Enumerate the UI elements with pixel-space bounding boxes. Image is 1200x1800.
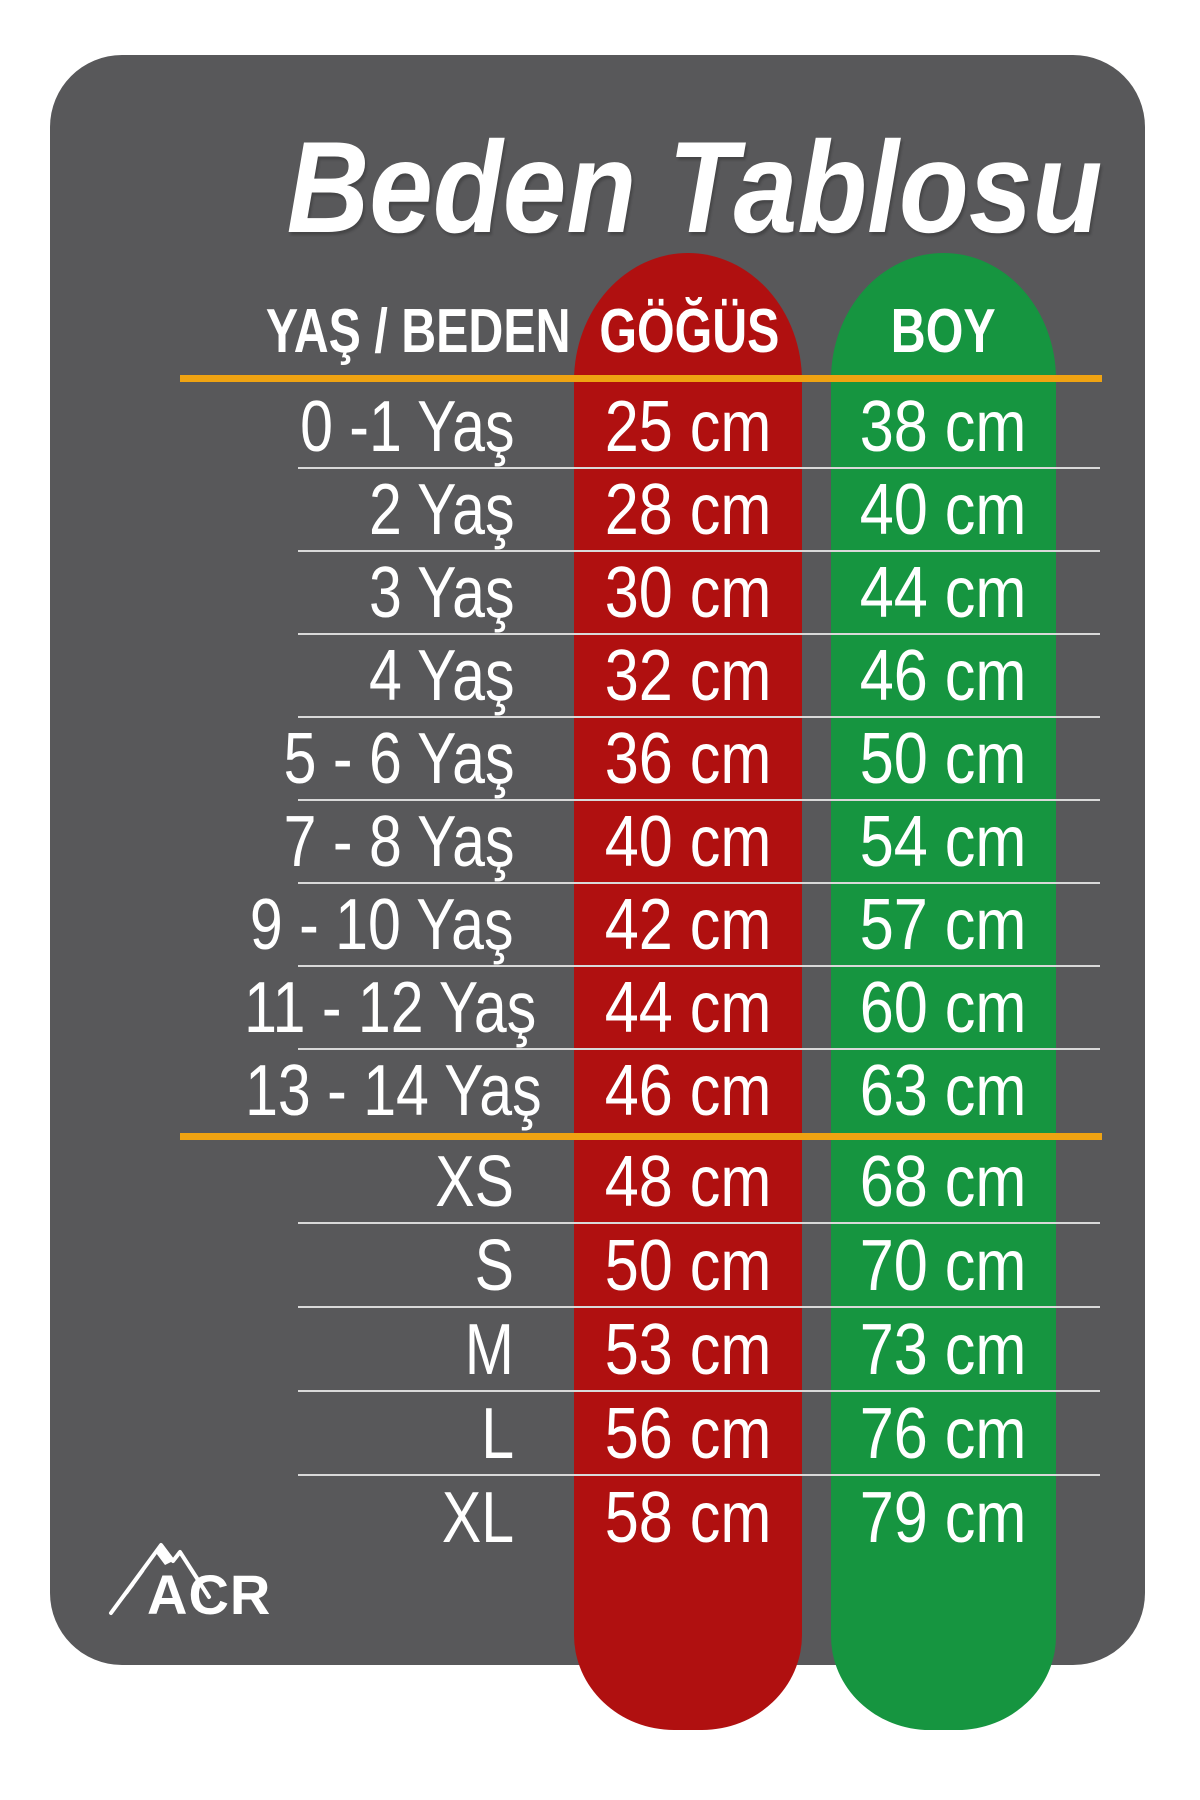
table-row: XL 58 cm 79 cm	[0, 1476, 1200, 1560]
header-height: BOY	[891, 297, 996, 366]
row-separator	[298, 1474, 1100, 1476]
table-row: 2 Yaş 28 cm 40 cm	[0, 469, 1200, 552]
page-title-text: Beden Tablosu	[286, 114, 1102, 260]
height-value: 70 cm	[860, 1226, 1027, 1306]
chest-value: 53 cm	[604, 1310, 772, 1390]
table-row: 7 - 8 Yaş 40 cm 54 cm	[0, 801, 1200, 884]
table-row: M 53 cm 73 cm	[0, 1308, 1200, 1392]
chest-column-pill	[574, 253, 802, 1730]
chest-value: 44 cm	[604, 968, 772, 1048]
age-size-label: 2 Yaş	[368, 470, 514, 550]
table-row: 5 - 6 Yaş 36 cm 50 cm	[0, 718, 1200, 801]
mountain-icon	[109, 1543, 211, 1615]
chest-value: 46 cm	[604, 1051, 772, 1131]
row-separator	[298, 965, 1100, 967]
age-size-label: XL	[441, 1478, 514, 1558]
height-value: 76 cm	[860, 1394, 1027, 1474]
age-size-label: 3 Yaş	[368, 553, 514, 633]
chest-value: 25 cm	[604, 387, 772, 467]
table-header-row: YAŞ / BEDEN GÖĞÜS BOY	[0, 289, 1200, 375]
height-value: 63 cm	[860, 1051, 1027, 1131]
table-row: 4 Yaş 32 cm 46 cm	[0, 635, 1200, 718]
height-value: 44 cm	[860, 553, 1027, 633]
table-row: 13 - 14 Yaş 46 cm 63 cm	[0, 1050, 1200, 1133]
height-column-pill	[831, 253, 1056, 1730]
table-row: XS 48 cm 68 cm	[0, 1140, 1200, 1224]
acr-logo: ACR	[109, 1543, 271, 1620]
row-separator	[298, 633, 1100, 635]
row-separator	[298, 1048, 1100, 1050]
height-value: 60 cm	[860, 968, 1027, 1048]
height-value: 79 cm	[860, 1478, 1027, 1558]
row-separator	[298, 1390, 1100, 1392]
chest-value: 30 cm	[604, 553, 772, 633]
table-row: L 56 cm 76 cm	[0, 1392, 1200, 1476]
age-size-label: S	[474, 1226, 514, 1306]
chest-value: 36 cm	[604, 719, 772, 799]
table-row: 9 - 10 Yaş 42 cm 57 cm	[0, 884, 1200, 967]
height-value: 46 cm	[860, 636, 1027, 716]
table-row: 0 -1 Yaş 25 cm 38 cm	[0, 386, 1200, 469]
height-value: 50 cm	[860, 719, 1027, 799]
row-separator	[298, 1222, 1100, 1224]
page-title: Beden Tablosu	[194, 122, 1194, 252]
acr-logo-text: ACR	[147, 1563, 271, 1620]
table-row: 3 Yaş 30 cm 44 cm	[0, 552, 1200, 635]
age-size-label: 0 -1 Yaş	[299, 387, 514, 467]
height-value: 57 cm	[860, 885, 1027, 965]
chest-value: 32 cm	[604, 636, 772, 716]
table-row: S 50 cm 70 cm	[0, 1224, 1200, 1308]
height-value: 40 cm	[860, 470, 1027, 550]
height-value: 54 cm	[860, 802, 1027, 882]
age-size-label: 5 - 6 Yaş	[283, 719, 514, 799]
header-chest: GÖĞÜS	[599, 297, 780, 366]
height-value: 73 cm	[860, 1310, 1027, 1390]
row-separator	[298, 550, 1100, 552]
age-size-label: 7 - 8 Yaş	[283, 802, 514, 882]
row-separator	[298, 716, 1100, 718]
chest-value: 58 cm	[604, 1478, 772, 1558]
table-row: 11 - 12 Yaş 44 cm 60 cm	[0, 967, 1200, 1050]
chest-value: 42 cm	[604, 885, 772, 965]
chest-value: 48 cm	[604, 1142, 772, 1222]
age-size-label: 4 Yaş	[368, 636, 514, 716]
age-size-label: XS	[435, 1142, 514, 1222]
chest-value: 28 cm	[604, 470, 772, 550]
row-separator	[298, 1306, 1100, 1308]
height-value: 38 cm	[860, 387, 1027, 467]
height-value: 68 cm	[860, 1142, 1027, 1222]
orange-divider	[180, 1133, 1102, 1140]
chest-value: 50 cm	[604, 1226, 772, 1306]
orange-divider	[180, 375, 1102, 382]
age-size-label: 9 - 10 Yaş	[250, 885, 514, 965]
age-size-label: 11 - 12 Yaş	[244, 968, 537, 1048]
row-separator	[298, 882, 1100, 884]
chest-value: 40 cm	[604, 802, 772, 882]
age-size-label: M	[464, 1310, 514, 1390]
age-size-label: 13 - 14 Yaş	[245, 1051, 542, 1131]
age-size-label: L	[481, 1394, 514, 1474]
header-age-size: YAŞ / BEDEN	[265, 297, 571, 366]
row-separator	[298, 799, 1100, 801]
chest-value: 56 cm	[604, 1394, 772, 1474]
row-separator	[298, 467, 1100, 469]
